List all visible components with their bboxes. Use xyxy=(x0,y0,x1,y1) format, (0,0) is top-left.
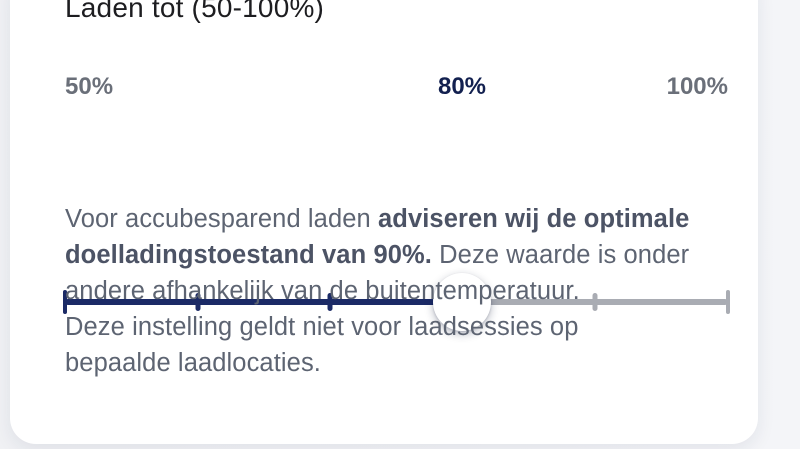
slider-min-label: 50% xyxy=(65,73,114,100)
slider-track-active[interactable] xyxy=(65,299,462,305)
slider-tick-90 xyxy=(592,293,598,311)
description-line-1: Voor accubesparend laden adviseren wij d… xyxy=(65,205,690,233)
slider-handle[interactable] xyxy=(433,273,491,331)
description-text: Voor accubesparend laden adviseren wij d… xyxy=(65,201,689,381)
charge-settings-card: Laden tot (50-100%) 50% 80% 100% Voor ac… xyxy=(10,0,758,444)
slider-tick-70 xyxy=(327,293,333,311)
slider-endcap-max xyxy=(726,290,730,314)
description-line-3: andere afhankelijk van de buitentemperat… xyxy=(65,277,580,305)
description-line-4: Deze instelling geldt niet voor laadsess… xyxy=(65,313,579,341)
slider-endcap-min xyxy=(63,290,67,314)
description-line-5: bepaalde laadlocaties. xyxy=(65,349,321,377)
slider-value-label: 80% xyxy=(437,73,487,100)
charge-limit-slider[interactable] xyxy=(10,120,800,331)
description-line-2: doelladingstoestand van 90%. Deze waarde… xyxy=(65,241,690,269)
slider-max-label: 100% xyxy=(666,73,728,100)
slider-tick-60 xyxy=(195,293,201,311)
page-title: Laden tot (50-100%) xyxy=(65,0,325,23)
